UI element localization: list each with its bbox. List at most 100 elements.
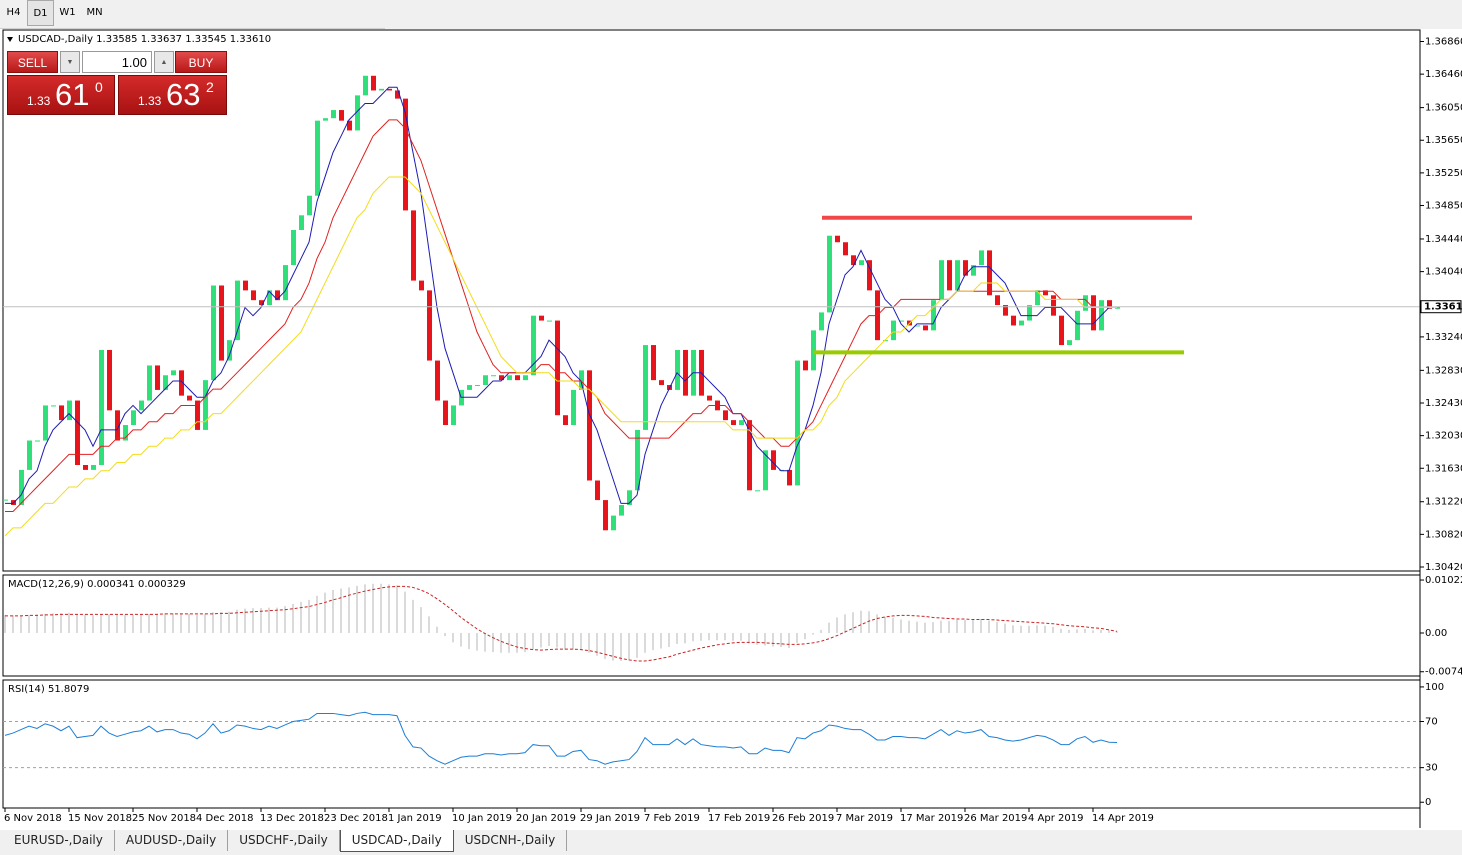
candle [1107,300,1112,309]
bid-quote[interactable]: 1.33 61 0 [7,75,115,115]
y-tick-label: 1.32030 [1425,431,1462,442]
candle [859,260,864,266]
candle [955,260,960,291]
rsi-line [4,711,1118,765]
panel-marks [3,75,1420,537]
candle [931,300,936,331]
candle [675,349,680,390]
candle [1067,340,1072,346]
buy-button[interactable]: BUY [175,51,227,73]
candle [411,210,416,281]
chart-tab[interactable]: AUDUSD-,Daily [115,830,229,851]
panel-title: USDCAD-,Daily 1.33585 1.33637 1.33545 1.… [18,34,271,45]
candle [123,425,128,441]
candle [995,295,1000,306]
chart-tabs: EURUSD-,Daily AUDUSD-,Daily USDCHF-,Dail… [3,830,568,852]
candle [275,290,280,301]
x-tick-label: 26 Mar 2019 [964,813,1027,824]
candle [83,465,88,470]
candle [947,260,952,291]
candle [139,400,144,411]
candle [1051,295,1056,316]
candle [539,315,544,321]
y-tick-label: 70 [1425,717,1438,728]
timeframe-button[interactable]: MN [86,7,103,18]
candle [395,90,400,99]
candle [547,320,552,322]
candle [195,400,200,430]
lot-increase[interactable]: ▲ [154,51,174,73]
candle [67,400,72,421]
x-tick-label: 6 Nov 2018 [4,813,62,824]
candle [1011,315,1016,326]
moving-average [4,176,1117,537]
x-tick-label: 10 Jan 2019 [452,813,512,824]
candle [315,120,320,196]
timeframe-button[interactable]: H4 [6,7,21,18]
candle [115,410,120,441]
ask-fraction: 2 [206,79,214,95]
candle [747,420,752,491]
candle [491,375,496,377]
candle [915,325,920,327]
candle [523,375,528,381]
panel [2,679,1421,809]
candle [1027,305,1032,321]
one-click-trading: SELL ▼ 1.00 ▲ BUY 1.33 61 0 1.33 63 2 [7,50,227,116]
timeframe-button[interactable]: W1 [59,7,76,18]
y-tick-label: 0.010229 [1425,575,1462,586]
candle [419,280,424,291]
y-tick-label: 1.36050 [1425,103,1462,114]
ask-quote[interactable]: 1.33 63 2 [118,75,227,115]
y-tick-label: -0.007477 [1425,667,1462,678]
chart-tab[interactable]: USDCAD-,Daily [339,830,454,852]
candle [635,429,640,491]
x-tick-label: 7 Feb 2019 [644,813,700,824]
chart-tab[interactable]: USDCHF-,Daily [228,830,340,851]
y-tick-label: 1.34440 [1425,234,1462,245]
candle [443,400,448,426]
y-tick-label: 1.34850 [1425,201,1462,212]
ask-pips: 63 [166,77,201,112]
candle [3,499,8,501]
chart-tab[interactable]: USDCNH-,Daily [454,830,568,851]
candle [251,290,256,301]
moving-average [5,86,1117,504]
timeframe-button[interactable]: D1 [27,0,54,26]
candle [243,280,248,291]
candle [611,515,616,531]
lot-decrease[interactable]: ▼ [60,51,80,73]
candle [323,118,328,121]
timeframe-toolbar: H4 D1 W1 MN [0,0,385,29]
candle [1043,290,1048,296]
x-tick-label: 14 Apr 2019 [1092,813,1154,824]
y-tick-label: 100 [1425,682,1444,693]
candle [387,88,392,91]
lot-input[interactable]: 1.00 [82,51,152,73]
candle [899,320,904,322]
y-tick-label: 0.00 [1425,628,1447,639]
candle [883,340,888,342]
candle [515,375,520,381]
y-tick-label: 1.36460 [1425,69,1462,80]
current-price-label: 1.33610 [1424,302,1462,313]
candle [171,370,176,376]
x-tick-label: 15 Nov 2018 [68,813,132,824]
candle [723,410,728,421]
candle [483,375,488,386]
candle [739,420,744,426]
sell-button[interactable]: SELL [7,51,58,73]
candle [291,229,296,266]
candle [851,255,856,266]
chart-window: 1.36860 1.36460 1.36050 1.35650 1.35250 1.348… [0,29,1462,830]
candle [211,285,216,381]
current-price-box [1420,300,1462,314]
y-tick-label: 1.32830 [1425,365,1462,376]
chart-tab[interactable]: EURUSD-,Daily [3,830,115,851]
panel-marks [4,583,1118,662]
candle [827,235,832,313]
candle [1091,295,1096,331]
candle [1083,295,1088,311]
candle [1035,290,1040,306]
